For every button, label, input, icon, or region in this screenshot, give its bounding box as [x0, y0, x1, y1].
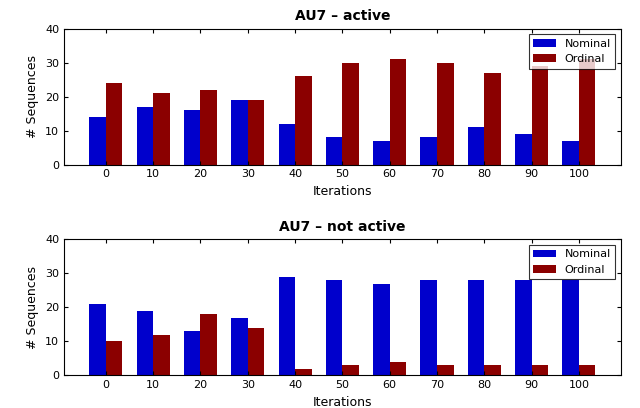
Bar — [579, 365, 595, 375]
Bar — [106, 83, 122, 164]
Bar — [563, 141, 579, 164]
Bar — [390, 59, 406, 164]
Bar — [484, 365, 501, 375]
Legend: Nominal, Ordinal: Nominal, Ordinal — [529, 34, 615, 69]
Bar — [90, 117, 106, 164]
Bar — [437, 365, 454, 375]
Bar — [278, 124, 295, 164]
Bar — [200, 314, 217, 375]
Bar — [295, 368, 312, 375]
Bar — [468, 127, 484, 164]
Bar — [248, 100, 264, 164]
Bar — [373, 141, 390, 164]
Legend: Nominal, Ordinal: Nominal, Ordinal — [529, 245, 615, 279]
Bar — [420, 280, 437, 375]
Bar — [420, 137, 437, 164]
Title: AU7 – not active: AU7 – not active — [279, 220, 406, 234]
Bar — [278, 277, 295, 375]
Bar — [532, 66, 548, 164]
Bar — [295, 76, 312, 164]
Bar — [200, 90, 217, 164]
Bar — [579, 59, 595, 164]
Bar — [563, 280, 579, 375]
Bar — [326, 280, 342, 375]
Bar — [532, 365, 548, 375]
Bar — [248, 328, 264, 375]
Bar — [106, 341, 122, 375]
Bar — [153, 93, 170, 164]
Bar — [468, 280, 484, 375]
Bar — [342, 365, 359, 375]
Bar — [373, 284, 390, 375]
Y-axis label: # Sequences: # Sequences — [26, 55, 40, 138]
Bar — [136, 107, 153, 164]
Bar — [153, 335, 170, 375]
Bar — [437, 62, 454, 164]
Y-axis label: # Sequences: # Sequences — [26, 266, 40, 349]
Bar — [515, 280, 532, 375]
Bar — [184, 331, 200, 375]
Bar — [90, 304, 106, 375]
Bar — [231, 317, 248, 375]
X-axis label: Iterations: Iterations — [313, 396, 372, 408]
Bar — [136, 311, 153, 375]
Title: AU7 – active: AU7 – active — [294, 9, 390, 23]
Bar — [390, 362, 406, 375]
Bar — [484, 73, 501, 164]
X-axis label: Iterations: Iterations — [313, 185, 372, 198]
Bar — [515, 134, 532, 164]
Bar — [231, 100, 248, 164]
Bar — [342, 62, 359, 164]
Bar — [326, 137, 342, 164]
Bar — [184, 110, 200, 164]
